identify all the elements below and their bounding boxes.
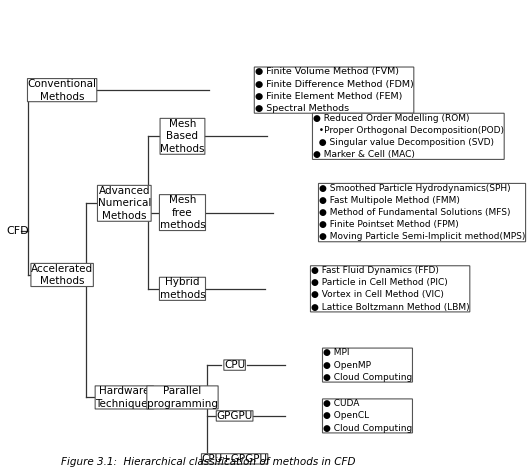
Text: CPU+GPGPU: CPU+GPGPU — [201, 454, 268, 464]
Text: Mesh
Based
Methods: Mesh Based Methods — [160, 119, 205, 154]
Text: ● Reduced Order Modelling (ROM)
  •Proper Orthogonal Decomposition(POD)
  ● Sing: ● Reduced Order Modelling (ROM) •Proper … — [313, 114, 504, 159]
Text: ● Fast Fluid Dynamics (FFD)
● Particle in Cell Method (PIC)
● Vortex in Cell Met: ● Fast Fluid Dynamics (FFD) ● Particle i… — [311, 266, 470, 312]
Text: Parallel
programming: Parallel programming — [147, 386, 218, 409]
Text: ● Finite Volume Method (FVM)
● Finite Difference Method (FDM)
● Finite Element M: ● Finite Volume Method (FVM) ● Finite Di… — [255, 68, 413, 113]
Text: Figure 3.1:  Hierarchical classification of methods in CFD: Figure 3.1: Hierarchical classification … — [61, 457, 356, 467]
Text: Conventional
Methods: Conventional Methods — [28, 79, 96, 101]
Text: Mesh
free
methods: Mesh free methods — [160, 195, 205, 230]
Text: CFD: CFD — [7, 226, 29, 236]
Text: GPGPU: GPGPU — [216, 411, 253, 421]
Text: ● CUDA
● OpenCL
● Cloud Computing: ● CUDA ● OpenCL ● Cloud Computing — [323, 399, 412, 433]
Text: Advanced
Numerical
Methods: Advanced Numerical Methods — [98, 186, 151, 221]
Text: Hybrid
methods: Hybrid methods — [160, 278, 205, 300]
Text: Accelerated
Methods: Accelerated Methods — [31, 264, 93, 287]
Text: ● MPI
● OpenMP
● Cloud Computing: ● MPI ● OpenMP ● Cloud Computing — [323, 348, 412, 382]
Text: Hardware
Techniques: Hardware Techniques — [95, 386, 153, 409]
Text: CPU: CPU — [224, 360, 245, 370]
Text: ● Smoothed Particle Hydrodynamics(SPH)
● Fast Multipole Method (FMM)
● Method of: ● Smoothed Particle Hydrodynamics(SPH) ●… — [319, 184, 525, 241]
